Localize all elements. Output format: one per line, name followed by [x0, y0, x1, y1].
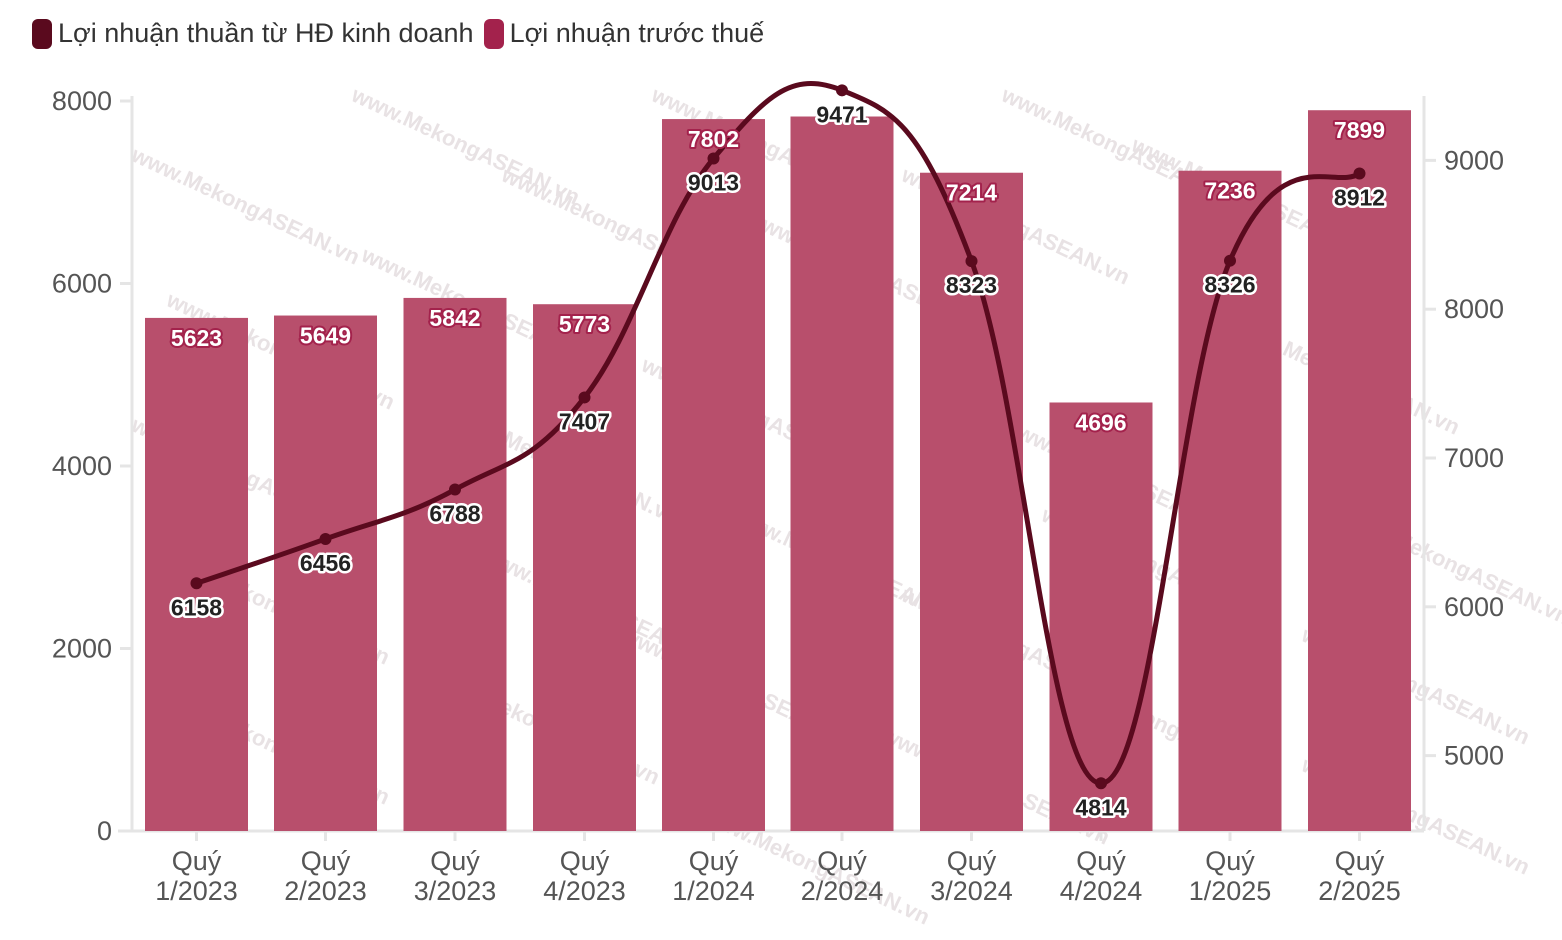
y-right-tick-label: 6000: [1444, 592, 1504, 622]
bar: [533, 304, 636, 831]
line-point: [319, 532, 332, 545]
legend-swatch-bar: [483, 18, 504, 49]
line-point: [836, 84, 848, 97]
line-data-label: 8323: [946, 272, 997, 298]
line-point: [578, 391, 591, 404]
y-right-tick-label: 9000: [1444, 145, 1504, 175]
line-point: [1224, 254, 1236, 267]
bar: [274, 315, 377, 831]
x-tick-label: Quý 4/2024: [1060, 846, 1143, 906]
bar: [403, 297, 507, 832]
y-left-tick-label: 0: [97, 816, 112, 846]
x-tick-label: Quý 2/2025: [1318, 846, 1401, 906]
bar: [662, 119, 765, 831]
bar-data-label: 7236: [1204, 178, 1255, 204]
watermark-text: www.MekongASEAN.vn: [127, 141, 364, 269]
legend-item-line[interactable]: Lợi nhuận thuần từ HĐ kinh doanh: [32, 18, 474, 49]
bar-data-label: 5649: [300, 323, 351, 349]
line-data-label: 6788: [429, 501, 480, 527]
bar: [145, 317, 248, 831]
bar: [1308, 110, 1411, 831]
y-left-tick-label: 8000: [52, 86, 112, 116]
bar-data-label: 5842: [429, 305, 480, 331]
x-tick-label: Quý 2/2023: [284, 846, 367, 906]
bar-data-label: 7899: [1334, 117, 1385, 143]
line-data-label: 8912: [1334, 184, 1385, 210]
line-point: [1095, 777, 1107, 790]
line-point: [707, 152, 720, 165]
y-right-tick-label: 7000: [1444, 443, 1504, 473]
x-tick-label: Quý 1/2023: [155, 846, 238, 906]
bar-data-label: 4696: [1075, 409, 1126, 435]
y-right-tick-label: 8000: [1444, 294, 1504, 324]
bar: [1049, 402, 1153, 831]
bar-data-label: 5623: [171, 325, 222, 351]
line-point: [190, 577, 203, 590]
x-tick-label: Quý 3/2023: [414, 846, 497, 906]
line-data-label: 6158: [171, 594, 222, 620]
line-data-label: 8326: [1204, 272, 1255, 298]
legend-item-bar[interactable]: Lợi nhuận trước thuế: [483, 18, 765, 49]
x-tick-label: Quý 4/2023: [543, 846, 626, 906]
legend-swatch-line: [32, 18, 52, 49]
bar-data-label: 7214: [946, 180, 997, 206]
line-data-label: 9471: [816, 101, 867, 127]
bar: [790, 116, 894, 831]
line-point: [1353, 167, 1366, 180]
x-tick-label: Quý 2/2024: [801, 846, 884, 906]
line-data-label: 9013: [688, 169, 739, 195]
bar-data-label: 5773: [559, 311, 610, 337]
line-data-label: 4814: [1075, 794, 1126, 820]
x-tick-label: Quý 3/2024: [930, 846, 1013, 906]
line-point: [449, 483, 461, 496]
y-left-tick-label: 4000: [52, 451, 112, 481]
line-data-label: 6456: [300, 550, 351, 576]
bar: [920, 172, 1023, 831]
line-data-label: 7407: [559, 408, 610, 434]
legend-label-bar: Lợi nhuận trước thuế: [509, 18, 765, 48]
legend-label-line: Lợi nhuận thuần từ HĐ kinh doanh: [58, 18, 474, 48]
y-left-tick-label: 2000: [52, 634, 112, 664]
y-left-tick-label: 6000: [52, 269, 112, 299]
x-tick-label: Quý 1/2025: [1189, 846, 1272, 906]
x-tick-label: Quý 1/2024: [672, 846, 755, 906]
legend: Lợi nhuận thuần từ HĐ kinh doanh Lợi nhu…: [32, 18, 764, 49]
y-right-tick-label: 5000: [1444, 741, 1504, 771]
bar-data-label: 7802: [688, 126, 739, 152]
line-point: [965, 255, 978, 268]
bar: [1178, 170, 1282, 832]
